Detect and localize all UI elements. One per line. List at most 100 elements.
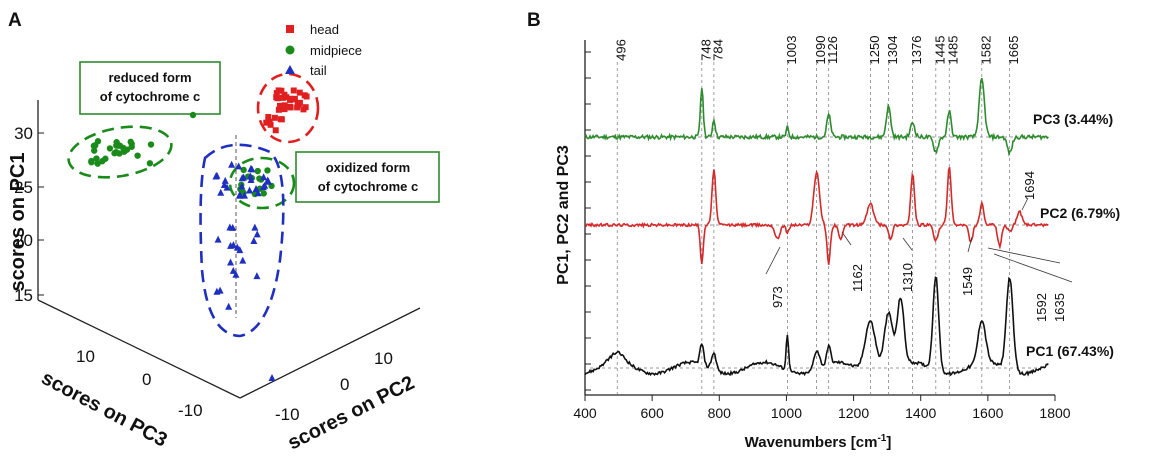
scatter-point-tail bbox=[228, 160, 236, 168]
scatter-point-head bbox=[280, 103, 287, 110]
pc2-tick-label: -10 bbox=[275, 405, 300, 424]
scatter-point-head bbox=[279, 94, 286, 101]
scatter-point-midpiece bbox=[111, 150, 118, 157]
pc1-axis-title: scores on PC1 bbox=[7, 153, 29, 292]
scatter-point-tail bbox=[259, 183, 267, 191]
scatter-point-midpiece bbox=[264, 167, 271, 174]
pc1-tick-label: 30 bbox=[14, 124, 33, 143]
scatter-point-head bbox=[301, 92, 308, 99]
scatter-point-midpiece bbox=[93, 155, 100, 162]
scatter-point-head bbox=[266, 118, 273, 125]
x-tick-label: 1200 bbox=[838, 405, 869, 421]
scatter-point-tail bbox=[260, 173, 268, 181]
pc2-tick-label: 0 bbox=[340, 375, 349, 394]
scatter-point-tail bbox=[235, 162, 243, 170]
scatter-point-head bbox=[277, 116, 284, 123]
callout-label-1162: 1162 bbox=[850, 264, 865, 292]
band-label: 1445 bbox=[932, 36, 947, 65]
callout-label-973: 973 bbox=[770, 286, 785, 308]
x-axis-title-main: Wavenumbers [cm bbox=[745, 434, 878, 451]
scatter-point-tail bbox=[214, 235, 222, 243]
cluster-ellipse-reduced bbox=[67, 125, 173, 179]
callout-label-1549: 1549 bbox=[960, 267, 975, 296]
scatter-point-midpiece bbox=[128, 143, 135, 150]
scatter-point-tail bbox=[229, 223, 237, 231]
legend-label-head: head bbox=[310, 22, 339, 37]
series-baselines bbox=[590, 136, 1040, 369]
y-axis-ticks bbox=[585, 51, 591, 391]
panel-label-b: B bbox=[527, 10, 541, 31]
spectrum-line bbox=[584, 77, 1049, 157]
scatter-point-tail bbox=[238, 182, 246, 190]
scatter-point-tail bbox=[236, 191, 244, 199]
peak-callouts: 973 1162 1310 1549 1694 1592 1635 bbox=[765, 171, 1073, 322]
annotation-oxidized: oxidized form of cytochrome c bbox=[295, 151, 440, 203]
scatter-point-midpiece bbox=[240, 166, 247, 174]
scatter-point-tail bbox=[264, 176, 272, 184]
scatter-point-tail bbox=[239, 256, 247, 264]
band-label: 784 bbox=[710, 39, 725, 61]
scatter-point-head bbox=[302, 104, 309, 111]
band-label: 1126 bbox=[825, 36, 840, 64]
scatter-point-tail bbox=[236, 246, 244, 254]
x-tick-label: 1000 bbox=[771, 405, 802, 421]
scatter-point-head bbox=[273, 94, 280, 101]
x-tick-label: 400 bbox=[573, 405, 597, 421]
scatter-point-tail bbox=[227, 258, 235, 266]
scatter-point-midpiece bbox=[147, 141, 155, 148]
scatter-point-head bbox=[287, 104, 294, 111]
legend-marker-tail bbox=[285, 65, 295, 74]
cluster-ellipse-head bbox=[256, 72, 320, 144]
band-label: 1003 bbox=[784, 36, 799, 65]
scatter-point-head bbox=[287, 95, 294, 102]
pc1-tick-label: 15 bbox=[14, 286, 33, 305]
scatter-point-head bbox=[290, 87, 297, 94]
series-label-pc3: PC3 (3.44%) bbox=[1033, 111, 1113, 127]
scatter-point-tail bbox=[212, 172, 220, 180]
scatter-point-tail bbox=[253, 272, 261, 280]
band-label: 1250 bbox=[867, 36, 882, 65]
legend-marker-midpiece bbox=[285, 45, 295, 55]
scatter-point-head bbox=[271, 114, 278, 121]
axis-pc2 bbox=[239, 307, 421, 399]
annotation-reduced-line1: reduced form bbox=[108, 70, 191, 85]
pc3-ticks: 10 0 -10 bbox=[76, 347, 203, 420]
scatter-point-tail bbox=[253, 230, 261, 238]
pc3-tick-label: -10 bbox=[178, 401, 203, 420]
scatter-point-midpiece bbox=[134, 152, 141, 159]
panel-a-3d-scatter: 30 25 20 15 10 0 -10 10 0 -10 scores on … bbox=[7, 22, 440, 454]
annotation-oxidized-line2: of cytochrome c bbox=[318, 179, 418, 194]
scatter-point-midpiece bbox=[106, 145, 114, 152]
band-label: 1376 bbox=[909, 36, 924, 65]
x-axis-title-sup: -1 bbox=[877, 433, 886, 444]
scatter-point-tail bbox=[248, 165, 256, 173]
scatter-point-midpiece bbox=[92, 142, 99, 149]
scatter-point-tail bbox=[241, 191, 249, 199]
scatter-point-midpiece bbox=[189, 111, 197, 119]
band-label: 1304 bbox=[885, 36, 900, 65]
band-label: 1582 bbox=[978, 36, 993, 65]
y-axis-title: PC1, PC2 and PC3 bbox=[555, 145, 572, 285]
scatter-point-tail bbox=[238, 174, 246, 182]
cluster-ellipse-oxidized bbox=[228, 156, 296, 210]
scatter-point-head bbox=[295, 100, 302, 107]
cluster-outline-tail bbox=[199, 143, 285, 338]
scatter-point-tail bbox=[221, 176, 229, 184]
scatter-point-head bbox=[267, 121, 274, 128]
annotation-reduced: reduced form of cytochrome c bbox=[79, 61, 221, 115]
pc3-tick-label: 0 bbox=[142, 370, 151, 389]
callout-label-1310: 1310 bbox=[900, 263, 915, 292]
scatter-point-tail bbox=[268, 374, 276, 381]
scatter-point-tail bbox=[232, 270, 240, 278]
scatter-point-head bbox=[272, 127, 279, 134]
axis-pc3 bbox=[37, 299, 241, 399]
band-label: 1665 bbox=[1006, 36, 1021, 65]
legend-label-midpiece: midpiece bbox=[310, 43, 362, 58]
pc2-ticks: 10 0 -10 bbox=[275, 349, 393, 424]
scatter-point-head bbox=[263, 119, 270, 126]
scatter-point-midpiece bbox=[260, 190, 267, 197]
pc1-tick-label: 20 bbox=[14, 231, 33, 250]
x-axis-title: Wavenumbers [cm-1] bbox=[745, 433, 892, 451]
